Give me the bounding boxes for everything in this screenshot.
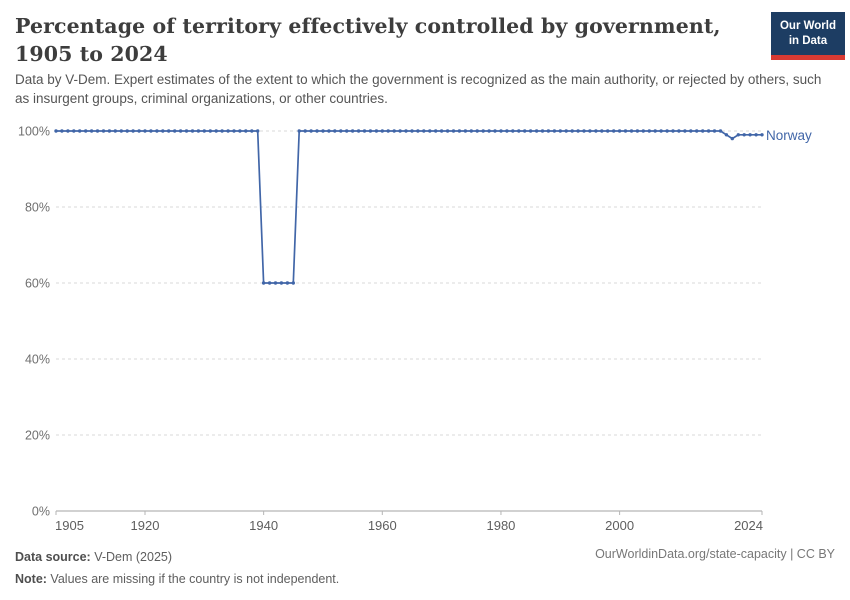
svg-text:1960: 1960: [368, 518, 397, 533]
svg-text:20%: 20%: [25, 429, 50, 443]
chart-subtitle: Data by V-Dem. Expert estimates of the e…: [15, 72, 822, 106]
svg-text:2024: 2024: [734, 518, 763, 533]
svg-text:60%: 60%: [25, 277, 50, 291]
svg-text:1920: 1920: [131, 518, 160, 533]
note-value: Values are missing if the country is not…: [46, 571, 340, 586]
owid-logo-line1: Our World: [779, 20, 836, 32]
chart-title: Percentage of territory effectively cont…: [15, 14, 721, 66]
owid-logo-line2: in Data: [788, 34, 828, 47]
svg-text:1905: 1905: [55, 518, 84, 533]
svg-text:80%: 80%: [25, 201, 50, 215]
entity-label-norway[interactable]: Norway: [766, 128, 812, 143]
note-label: Note:: [15, 571, 47, 586]
svg-text:0%: 0%: [32, 505, 50, 519]
chart-plot-area[interactable]: [56, 122, 762, 511]
owid-logo[interactable]: Our World in Data: [770, 12, 845, 60]
footer-citation-link[interactable]: OurWorldinData.org/state-capacity | CC B…: [595, 547, 835, 561]
source-label: Data source:: [15, 550, 91, 564]
footer-note-line: Note: Values are missing if the country …: [15, 569, 339, 591]
svg-text:1940: 1940: [249, 518, 278, 533]
footer-source-note: Data source: V-Dem (2025) Note: Values a…: [15, 547, 339, 591]
svg-text:1980: 1980: [486, 518, 515, 533]
svg-text:100%: 100%: [18, 125, 50, 139]
svg-text:2000: 2000: [605, 518, 634, 533]
svg-text:40%: 40%: [25, 353, 50, 367]
footer-source-line: Data source: V-Dem (2025): [15, 547, 339, 569]
source-value: V-Dem (2025): [90, 550, 173, 564]
